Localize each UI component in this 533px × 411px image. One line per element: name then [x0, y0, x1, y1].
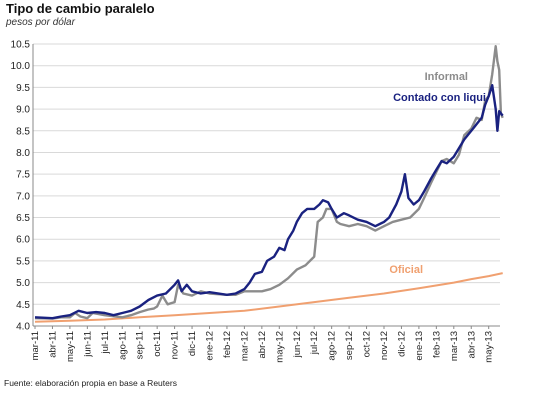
x-tick-label: abr-12: [257, 331, 268, 358]
x-tick-label: dic-11: [187, 331, 198, 356]
chart-title: Tipo de cambio paralelo: [6, 1, 155, 16]
x-tick-label: mar-13: [449, 331, 460, 361]
y-tick-label: 5.5: [16, 256, 30, 267]
y-tick-label: 10.0: [11, 61, 31, 72]
y-tick-label: 4.5: [16, 300, 30, 311]
label-oficial: Oficial: [389, 264, 423, 276]
y-tick-label: 8.5: [16, 126, 30, 137]
x-tick-label: ene-13: [414, 331, 425, 361]
y-axis: 4.0 4.5 5.0 5.5 6.0 6.5 7.0 7.5 8.0 8.5 9.0 9.5 10.0…: [11, 40, 34, 333]
x-tick-label: jun-11: [82, 331, 93, 358]
y-tick-label: 9.5: [16, 83, 30, 94]
source-note: Fuente: elaboración propia en base a Reu…: [4, 378, 177, 388]
label-contado-con-liqui: Contado con liqui: [393, 92, 486, 104]
series-line-contado-con-liqui: [34, 84, 504, 320]
series-lines: [34, 45, 504, 323]
x-tick-label: nov-11: [170, 331, 181, 359]
y-tick-label: 6.5: [16, 213, 30, 224]
y-tick-label: 4.0: [16, 322, 30, 333]
y-tick-label: 7.0: [16, 191, 30, 202]
x-tick-label: may-11: [65, 331, 76, 362]
series-labels: Informal Contado con liqui Oficial: [389, 71, 486, 276]
x-tick-label: jun-12: [292, 331, 303, 358]
x-tick-label: ago-11: [117, 331, 128, 360]
chart-subtitle: pesos por dólar: [6, 17, 75, 28]
x-tick-label: ene-12: [205, 331, 216, 361]
x-tick-label: mar-11: [30, 331, 41, 360]
label-informal: Informal: [425, 71, 468, 83]
y-tick-label: 9.0: [16, 105, 30, 116]
x-tick-label: feb-12: [222, 331, 233, 358]
x-tick-label: oct-12: [362, 331, 373, 357]
y-tick-label: 6.0: [16, 235, 30, 246]
x-axis: mar-11 abr-11 may-11 jun-11 jul-11 ago-11 sep-…: [30, 325, 500, 363]
x-tick-label: feb-13: [431, 331, 442, 358]
x-tick-label: nov-12: [379, 331, 390, 360]
x-tick-label: oct-11: [152, 331, 163, 357]
x-tick-label: may-13: [484, 331, 495, 363]
y-tick-label: 10.5: [11, 40, 31, 51]
x-tick-label: jul-12: [309, 331, 320, 355]
x-tick-label: abr-13: [466, 331, 477, 358]
x-tick-label: abr-11: [47, 331, 58, 358]
y-tick-label: 5.0: [16, 278, 30, 289]
x-tick-label: may-12: [274, 331, 285, 363]
y-tick-label: 8.0: [16, 148, 30, 159]
series-line-informal: [34, 45, 504, 320]
x-tick-label: sep-12: [344, 331, 355, 360]
x-tick-label: ago-12: [327, 331, 338, 361]
x-tick-label: mar-12: [239, 331, 250, 361]
x-tick-label: dic-12: [396, 331, 407, 357]
y-tick-label: 7.5: [16, 170, 30, 181]
x-tick-label: jul-11: [100, 331, 111, 355]
x-tick-label: sep-11: [135, 331, 146, 359]
